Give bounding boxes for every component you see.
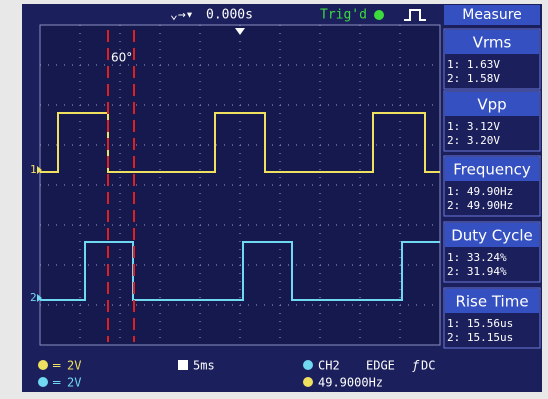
measure-ch2: 2: 1.58V	[447, 72, 500, 85]
ch2-icon	[38, 377, 48, 387]
trigger-status: Trig'd	[320, 8, 367, 23]
coupling: DC	[421, 359, 435, 373]
measure-title: Vpp	[477, 96, 506, 114]
measure-ch1: 1: 15.56us	[447, 317, 513, 330]
trigger-source-icon	[303, 360, 313, 370]
phase-annotation: 60°	[111, 51, 132, 65]
measure-ch2: 2: 15.15us	[447, 331, 513, 344]
measure-ch2: 2: 3.20V	[447, 134, 500, 147]
ch1-scale: 2V	[67, 359, 81, 373]
measure-title: Measure	[462, 7, 522, 23]
oscilloscope-screen: ⌄→▾ 0.000s Trig'd Measure 1 2 60° Vrms 1:…	[0, 0, 548, 399]
ch1-coupling-icon: ═	[52, 359, 61, 373]
timebase: 5ms	[193, 359, 215, 373]
measure-title: Rise Time	[455, 293, 528, 311]
trigger-source: CH2	[318, 359, 340, 373]
measure-ch2: 2: 49.90Hz	[447, 199, 513, 212]
trigger-frequency: 49.9000Hz	[318, 376, 383, 390]
time-offset-icon: ⌄→▾	[170, 8, 193, 23]
measure-ch1: 1: 33.24%	[447, 251, 507, 264]
measure-title: Frequency	[453, 161, 531, 179]
measure-ch2: 2: 31.94%	[447, 265, 507, 278]
time-offset: 0.000s	[206, 8, 253, 23]
measure-ch1: 1: 49.90Hz	[447, 185, 513, 198]
ch2-marker: 2	[30, 291, 37, 304]
measure-ch1: 1: 1.63V	[447, 58, 500, 71]
coupling-icon: ƒ	[412, 359, 420, 373]
measure-ch1: 1: 3.12V	[447, 120, 500, 133]
timebase-icon	[178, 360, 188, 370]
ch2-coupling-icon: ═	[52, 376, 61, 390]
frequency-icon	[303, 377, 313, 387]
measure-title: Vrms	[473, 34, 512, 52]
trigger-type: EDGE	[366, 359, 395, 373]
ch2-scale: 2V	[67, 376, 81, 390]
ch1-marker: 1	[30, 163, 37, 176]
ch1-icon	[38, 360, 48, 370]
page: {"header": {"time_offset": "0.000s", "tr…	[0, 0, 548, 399]
trigger-led	[374, 10, 384, 20]
measure-title: Duty Cycle	[451, 227, 533, 245]
